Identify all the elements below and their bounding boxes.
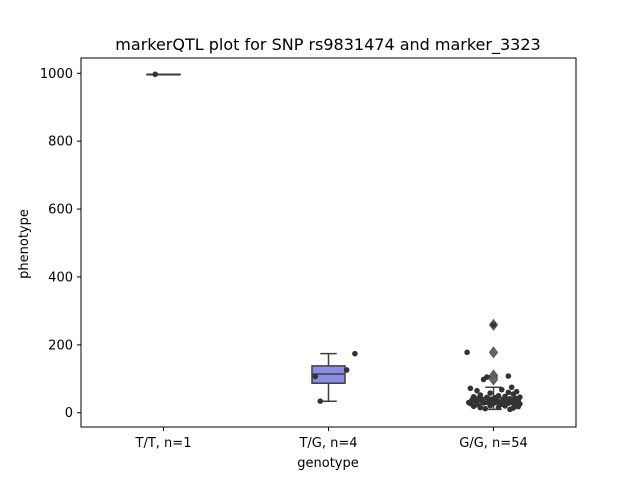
x-axis-label: genotype (297, 456, 358, 471)
data-point (513, 388, 520, 395)
data-point (495, 392, 502, 399)
data-point (317, 398, 324, 405)
outlier-marker (488, 346, 499, 359)
data-point (484, 394, 490, 401)
y-tick-label: 200 (48, 338, 73, 353)
y-tick-label: 800 (48, 135, 73, 150)
data-point (152, 71, 159, 78)
x-tick-label: T/G, n=4 (298, 436, 357, 451)
data-point (508, 384, 515, 391)
y-tick-label: 1000 (40, 67, 73, 82)
y-axis-label: phenotype (17, 209, 32, 279)
data-point (507, 396, 513, 402)
data-point (352, 350, 358, 357)
data-point (505, 373, 512, 379)
plot-area: 0 200 400 600 800 1000 T/T, n=1 T/G, n=4 G/G, n=… (40, 57, 577, 451)
data-point (312, 373, 319, 380)
data-point (470, 393, 477, 400)
x-tick-label: G/G, n=54 (459, 436, 527, 451)
x-tick-label: T/T, n=1 (135, 436, 192, 451)
data-point (498, 386, 505, 393)
box-group (311, 352, 346, 402)
data-point (505, 389, 512, 396)
data-point (517, 394, 523, 400)
y-tick-label: 600 (48, 203, 73, 218)
box-group (146, 73, 181, 76)
y-tick-label: 0 (65, 406, 73, 421)
data-point (477, 392, 484, 398)
data-point (490, 322, 497, 328)
data-point (467, 385, 474, 392)
data-point (484, 374, 490, 380)
data-point (343, 367, 350, 373)
data-point (474, 387, 480, 394)
y-tick-label: 400 (48, 270, 73, 285)
outlier-marker (488, 373, 499, 386)
data-point (464, 349, 470, 356)
data-point (487, 390, 494, 396)
data-point (502, 393, 508, 400)
chart-title: markerQTL plot for SNP rs9831474 and mar… (115, 35, 540, 55)
data-point (482, 405, 489, 412)
